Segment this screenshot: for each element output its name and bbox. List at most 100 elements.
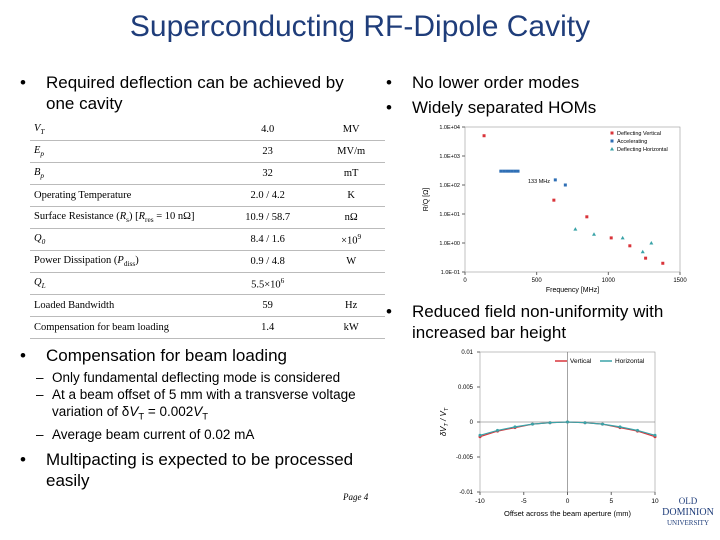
- parameter-table: VT 4.0 MV Ep 23 MV/m Bp 32 mT Operating Temper…: [30, 119, 385, 339]
- point: [644, 256, 648, 260]
- legend-swatch: [610, 147, 614, 151]
- param-value: 32: [218, 162, 318, 185]
- logo-text: OLD: [678, 496, 698, 506]
- param-unit: MV: [317, 119, 385, 141]
- point: [601, 422, 604, 426]
- table-row: Loaded Bandwidth 59 Hz: [30, 294, 385, 317]
- x-tick-label: 10: [651, 498, 659, 505]
- x-tick-label: 0: [566, 498, 570, 505]
- bullet-dot: •: [20, 73, 26, 92]
- label-part: p: [40, 171, 45, 181]
- label-part: T: [40, 127, 45, 137]
- bullet-text: Widely separated HOMs: [412, 98, 597, 117]
- label-part: ) [: [129, 210, 139, 222]
- sub-bullet-text: T: [138, 411, 145, 423]
- table-row: Q0 8.4 / 1.6 ×109: [30, 228, 385, 251]
- y-tick-label: 0: [470, 420, 474, 426]
- param-unit: ×109: [317, 228, 385, 251]
- param-label: Bp: [30, 162, 218, 185]
- y-tick-label: 1.0E+03: [439, 154, 460, 160]
- bullet: • Required deflection can be achieved by…: [20, 72, 376, 114]
- point: [516, 169, 520, 173]
- x-axis-label: Frequency [MHz]: [546, 287, 599, 294]
- y-tick-label: 1.0E-01: [441, 270, 460, 276]
- unit-part: ×10: [341, 235, 358, 247]
- sub-bullet-text: V: [193, 404, 203, 419]
- sub-bullet-text: = 0.002: [144, 404, 194, 419]
- label-part: R: [119, 210, 127, 222]
- label-part: E: [34, 144, 41, 156]
- bullet-text: No lower order modes: [412, 73, 580, 92]
- label-part: L: [41, 281, 46, 291]
- legend-label: Horizontal: [615, 358, 645, 365]
- point: [553, 178, 557, 182]
- x-tick-label: 1500: [673, 278, 687, 284]
- x-tick-label: 1000: [602, 278, 616, 284]
- label-part: B: [34, 166, 41, 178]
- param-value: 59: [218, 294, 318, 317]
- sub-bullet-text: T: [202, 411, 209, 423]
- slide-title: Superconducting RF-Dipole Cavity: [129, 10, 591, 43]
- label-part: Q: [34, 276, 42, 288]
- param-value: 4.0: [218, 119, 318, 141]
- point: [496, 428, 499, 432]
- sub-bullet: – Only fundamental deflecting mode is con…: [36, 370, 341, 385]
- point: [640, 249, 645, 254]
- x-tick-label: 0: [463, 278, 467, 284]
- point: [499, 169, 503, 173]
- bullet-dot: •: [20, 450, 26, 469]
- point: [531, 422, 534, 426]
- label-part: V: [34, 122, 41, 134]
- point: [573, 227, 578, 231]
- table-row: VT 4.0 MV: [30, 119, 385, 141]
- point: [482, 134, 486, 138]
- param-value: 0.9 / 4.8: [218, 250, 318, 273]
- label-part: 0: [41, 237, 46, 247]
- label-part: res: [145, 215, 154, 225]
- param-label: Power Dissipation (Pdiss): [30, 250, 218, 273]
- label-part: diss: [123, 259, 136, 269]
- y-axis-label: R/Q [Ω]: [423, 188, 430, 212]
- logo-text: UNIVERSITY: [667, 519, 709, 527]
- param-unit: K: [317, 184, 385, 207]
- bullet: • Widely separated HOMs: [386, 98, 597, 117]
- point: [636, 428, 639, 432]
- param-unit: [317, 272, 385, 295]
- param-value: 10.9 / 58.7: [218, 206, 318, 229]
- x-tick-label: 500: [532, 278, 543, 284]
- bullet-text: Multipacting is expected to be processed…: [46, 450, 354, 490]
- point: [661, 261, 665, 265]
- point: [548, 421, 552, 425]
- value-part: 5.5×10: [251, 279, 281, 291]
- label-part: = 10 nΩ]: [153, 210, 195, 222]
- bullet: • Reduced field non-uniformity with incre…: [386, 302, 664, 342]
- label-part: p: [40, 149, 45, 159]
- point: [513, 169, 517, 173]
- logo-text: DOMINION: [662, 507, 714, 518]
- x-tick-label: -10: [475, 498, 485, 505]
- point: [505, 169, 509, 173]
- param-unit: Hz: [317, 294, 385, 317]
- y-tick-label: 0.005: [458, 385, 474, 391]
- legend-label: Accelerating: [617, 139, 647, 145]
- table-row: Surface Resistance (Rs) [Rres = 10 nΩ] 10…: [30, 206, 385, 229]
- y-tick-label: -0.01: [459, 490, 473, 496]
- plot-frame: [464, 126, 681, 273]
- param-unit: kW: [317, 316, 385, 339]
- point: [649, 241, 654, 245]
- point: [507, 169, 511, 173]
- y-tick-label: 1.0E+01: [439, 212, 460, 218]
- table-row: Ep 23 MV/m: [30, 140, 385, 163]
- point: [478, 433, 482, 437]
- y-tick-label: 0.01: [461, 350, 473, 356]
- param-unit: mT: [317, 162, 385, 185]
- point: [628, 244, 632, 248]
- param-value: 23: [218, 140, 318, 163]
- legend-swatch: [610, 139, 614, 143]
- param-unit: MV/m: [317, 140, 385, 163]
- y-tick-label: 1.0E+02: [439, 183, 460, 189]
- x-tick-label: -5: [521, 498, 527, 505]
- param-unit: nΩ: [317, 206, 385, 229]
- logo: OLD DOMINION UNIVERSITY: [656, 496, 720, 529]
